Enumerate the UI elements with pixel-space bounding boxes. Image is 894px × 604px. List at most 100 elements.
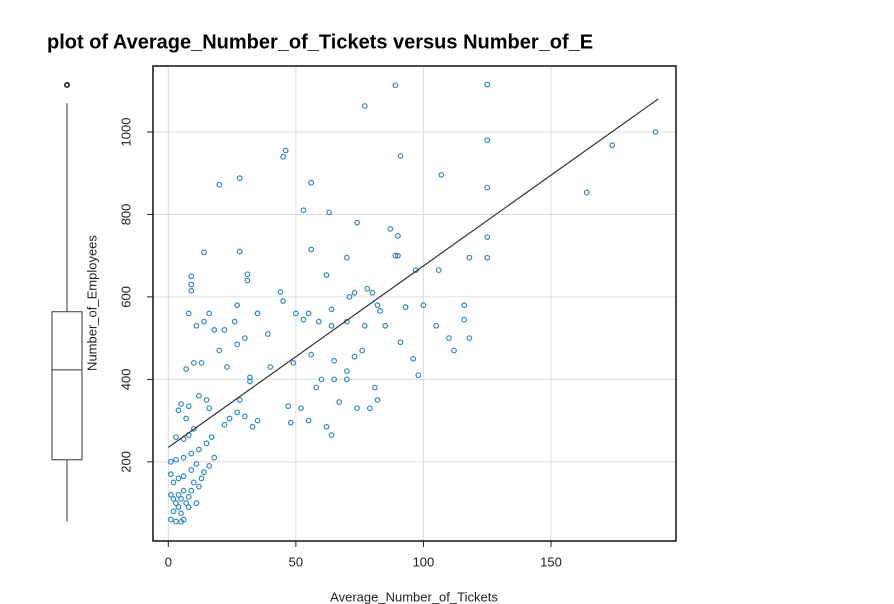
point bbox=[236, 397, 243, 403]
point bbox=[285, 403, 292, 410]
x-tick-label: 150 bbox=[540, 554, 562, 569]
point bbox=[583, 189, 590, 196]
x-axis-label: Average_Number_of_Tickets bbox=[330, 589, 498, 604]
point bbox=[374, 397, 381, 403]
point bbox=[188, 281, 195, 288]
point bbox=[392, 252, 399, 259]
point bbox=[170, 479, 177, 486]
point bbox=[196, 392, 202, 399]
point bbox=[395, 232, 401, 239]
point bbox=[328, 322, 335, 329]
point bbox=[198, 475, 205, 482]
point bbox=[323, 272, 330, 278]
point bbox=[609, 142, 616, 149]
point bbox=[178, 496, 184, 502]
point bbox=[254, 310, 261, 317]
point bbox=[249, 423, 256, 430]
y-tick-label: 800 bbox=[118, 204, 133, 226]
point bbox=[175, 407, 182, 414]
point bbox=[196, 483, 202, 490]
point bbox=[167, 458, 174, 465]
point bbox=[343, 368, 350, 375]
point bbox=[331, 376, 338, 383]
point bbox=[185, 310, 192, 317]
point bbox=[244, 277, 251, 284]
point bbox=[190, 359, 197, 366]
point bbox=[264, 331, 271, 337]
point bbox=[280, 298, 287, 304]
point bbox=[175, 504, 182, 511]
point bbox=[241, 335, 248, 342]
x-tick-label: 50 bbox=[289, 554, 303, 569]
point bbox=[167, 491, 174, 498]
point bbox=[206, 463, 213, 469]
y-tick-label: 1000 bbox=[118, 118, 133, 147]
point bbox=[178, 401, 184, 408]
point bbox=[226, 415, 233, 422]
point bbox=[173, 518, 179, 525]
point bbox=[359, 347, 366, 354]
point bbox=[361, 103, 368, 109]
point bbox=[244, 271, 251, 278]
point bbox=[173, 456, 179, 463]
point bbox=[280, 153, 287, 160]
point bbox=[211, 454, 218, 461]
point bbox=[461, 302, 468, 309]
point bbox=[178, 510, 184, 517]
point bbox=[484, 184, 491, 191]
point bbox=[180, 487, 187, 494]
point bbox=[461, 316, 468, 323]
point bbox=[435, 267, 442, 274]
point bbox=[315, 318, 322, 325]
point bbox=[374, 302, 381, 309]
point bbox=[236, 175, 243, 182]
point bbox=[175, 475, 182, 482]
point bbox=[180, 473, 187, 480]
point bbox=[193, 500, 200, 506]
point bbox=[203, 440, 210, 447]
point bbox=[387, 225, 394, 232]
point bbox=[203, 397, 210, 403]
point bbox=[167, 516, 174, 523]
point bbox=[216, 347, 223, 354]
x-tick-label: 100 bbox=[413, 554, 435, 569]
point bbox=[290, 359, 297, 366]
point bbox=[188, 450, 195, 457]
point bbox=[180, 454, 187, 461]
point bbox=[206, 405, 213, 412]
point bbox=[183, 415, 190, 422]
point bbox=[484, 137, 491, 144]
point bbox=[308, 351, 315, 358]
point bbox=[382, 322, 389, 329]
point bbox=[300, 207, 307, 214]
point bbox=[277, 289, 284, 295]
point bbox=[247, 378, 253, 385]
point bbox=[292, 310, 299, 317]
point bbox=[201, 318, 207, 325]
point bbox=[410, 355, 417, 362]
point bbox=[392, 82, 399, 89]
point bbox=[287, 419, 294, 426]
point bbox=[173, 434, 179, 440]
point bbox=[170, 508, 177, 515]
point bbox=[395, 252, 401, 259]
point bbox=[185, 493, 192, 500]
point bbox=[188, 487, 195, 494]
point bbox=[323, 423, 330, 430]
point bbox=[351, 353, 358, 360]
point bbox=[231, 318, 238, 325]
chart-title: plot of Average_Number_of_Tickets versus… bbox=[47, 31, 593, 53]
point bbox=[267, 364, 274, 370]
point bbox=[190, 425, 197, 432]
point bbox=[201, 469, 207, 476]
point bbox=[236, 248, 243, 255]
point bbox=[211, 326, 218, 333]
point bbox=[402, 304, 409, 311]
point bbox=[331, 357, 338, 364]
point bbox=[377, 308, 383, 314]
point bbox=[183, 500, 190, 506]
point bbox=[206, 310, 213, 317]
point bbox=[221, 421, 228, 428]
point bbox=[372, 384, 378, 391]
